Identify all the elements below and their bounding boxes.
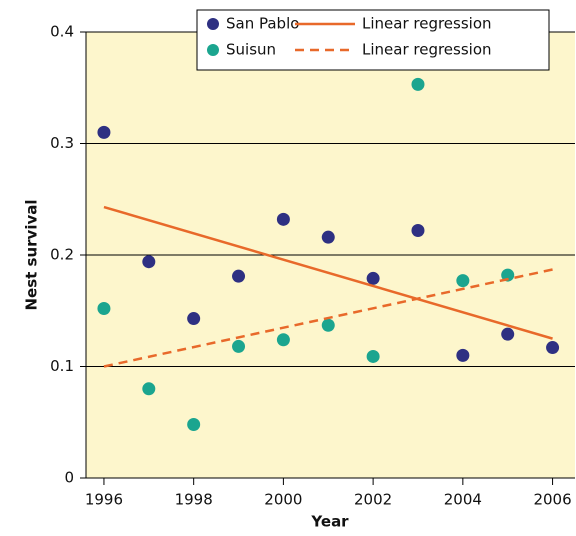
y-tick-label: 0 <box>64 469 74 487</box>
y-tick-label: 0.1 <box>50 357 74 375</box>
legend-marker <box>207 44 219 56</box>
data-point <box>187 417 201 431</box>
regression-line <box>103 268 553 368</box>
data-point <box>501 268 515 282</box>
data-point <box>456 348 470 362</box>
data-point <box>187 312 201 326</box>
data-point <box>142 255 156 269</box>
legend-label: Linear regression <box>362 41 492 59</box>
data-point <box>321 318 335 332</box>
data-point <box>366 271 380 285</box>
data-point <box>276 212 290 226</box>
x-axis-label: Year <box>310 513 349 531</box>
legend: San Pablo Suisun Linear regression Linear r… <box>196 9 550 71</box>
data-point <box>97 302 111 316</box>
x-tick-label: 1998 <box>175 491 213 509</box>
data-point <box>321 230 335 244</box>
data-point <box>366 349 380 363</box>
data-point <box>142 382 156 396</box>
data-point <box>276 333 290 347</box>
data-point <box>456 274 470 288</box>
legend-label: Linear regression <box>362 15 492 33</box>
y-tick-label: 0.3 <box>50 134 74 152</box>
legend-box <box>196 9 550 71</box>
data-point <box>232 269 246 283</box>
legend-label: Suisun <box>226 41 276 59</box>
data-point <box>232 339 246 353</box>
x-tick-label: 2006 <box>533 491 571 509</box>
x-tick-label: 2004 <box>444 491 482 509</box>
y-axis-label: Nest survival <box>23 199 41 310</box>
x-tick-label: 1996 <box>85 491 123 509</box>
data-point <box>501 327 515 341</box>
y-tick-label: 0.4 <box>50 23 74 41</box>
regression-line <box>103 205 553 340</box>
y-tick-label: 0.2 <box>50 246 74 264</box>
data-point <box>546 341 560 355</box>
x-tick-label: 2002 <box>354 491 392 509</box>
x-tick-label: 2000 <box>264 491 302 509</box>
data-point <box>97 125 111 139</box>
data-point <box>411 223 425 237</box>
data-point <box>411 77 425 91</box>
legend-label: San Pablo <box>226 15 299 33</box>
legend-marker <box>207 18 219 30</box>
